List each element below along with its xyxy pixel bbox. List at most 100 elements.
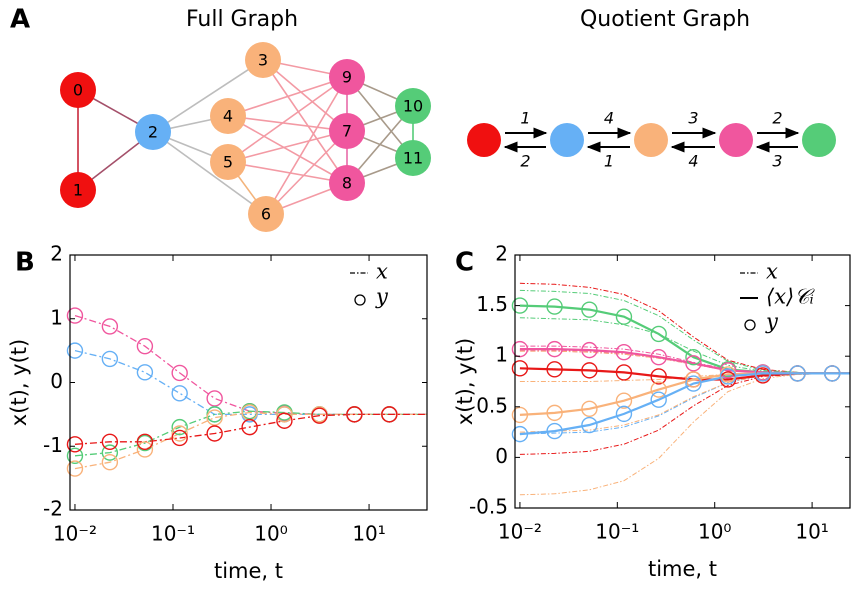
graph-node: [60, 172, 96, 208]
graph-edge: [152, 59, 264, 133]
marker: [136, 364, 154, 381]
marker: [66, 342, 84, 359]
marker: [615, 405, 633, 423]
graph-edge: [227, 76, 348, 117]
legend-label: y: [765, 310, 779, 334]
y-tick-label: -2: [43, 497, 63, 521]
marker: [546, 298, 563, 315]
marker: [824, 365, 841, 382]
marker: [511, 360, 529, 377]
node-line: [519, 372, 850, 496]
node-label: 4: [223, 107, 233, 126]
node-line: [519, 372, 850, 435]
y-tick-label: 1: [495, 343, 508, 367]
quotient-node: [550, 123, 584, 157]
legend-label: y: [375, 285, 389, 309]
series-line: [519, 372, 850, 436]
node-label: 11: [403, 149, 423, 168]
graph-edge: [227, 76, 348, 163]
series-line: [74, 410, 427, 457]
node-label: 8: [342, 174, 352, 193]
node-label: 3: [258, 51, 268, 70]
marker: [136, 433, 154, 450]
marker: [66, 447, 84, 465]
y-tick-label: 1: [50, 305, 63, 329]
marker: [511, 406, 529, 424]
edge-label: 3: [688, 109, 698, 128]
marker: [650, 349, 667, 366]
y-tick-label: -1: [43, 433, 63, 457]
graph-title: Full Graph: [186, 7, 298, 32]
plot-frame: [69, 254, 428, 511]
marker: [101, 433, 119, 450]
node-line: [519, 282, 850, 374]
marker: [171, 425, 188, 442]
graph-node: [329, 59, 365, 95]
marker: [546, 422, 563, 440]
marker: [511, 425, 529, 443]
marker: [685, 349, 702, 366]
marker: [615, 392, 633, 409]
marker: [171, 385, 188, 402]
quotient-node: [634, 123, 668, 157]
x-tick-label: 10⁻²: [498, 520, 542, 544]
marker: [101, 318, 119, 335]
marker: [581, 341, 598, 359]
marker: [66, 436, 84, 453]
marker: [581, 416, 598, 434]
panel-label: C: [455, 248, 474, 278]
marker: [615, 343, 633, 361]
marker: [136, 441, 154, 458]
graph-node: [329, 165, 365, 201]
node-line: [519, 372, 850, 433]
y-tick-label: 2: [495, 242, 508, 266]
marker: [615, 364, 633, 381]
edge-label: 4: [688, 152, 698, 171]
graph-node: [248, 196, 284, 232]
graph-node: [210, 98, 246, 134]
marker: [101, 350, 119, 368]
node-label: 5: [223, 153, 233, 172]
legend-label: x: [376, 260, 388, 284]
legend-label: ⟨x⟩𝒞ᵢ: [766, 285, 815, 309]
graph-node: [245, 42, 281, 78]
y-tick-label: 0.5: [476, 393, 508, 417]
graph-edge: [265, 130, 348, 215]
graph-edge: [227, 115, 348, 184]
marker: [346, 406, 363, 423]
marker: [650, 381, 667, 398]
node-label: 6: [261, 205, 271, 224]
plot-frame: [514, 254, 851, 509]
graph-edge: [265, 76, 348, 215]
marker: [66, 307, 84, 324]
marker: [206, 425, 223, 442]
x-tick-label: 10⁻¹: [595, 520, 639, 544]
y-axis-label: x(t), y(t): [453, 338, 477, 425]
node-label: 10: [403, 97, 423, 116]
graph-edge: [152, 131, 267, 215]
graph-node: [395, 88, 431, 124]
graph-edge: [227, 130, 348, 163]
panel-label: A: [10, 5, 30, 35]
marker: [311, 407, 328, 424]
y-tick-label: 0: [50, 369, 63, 393]
marker: [171, 364, 188, 382]
edge-label: 1: [604, 152, 614, 171]
marker: [581, 301, 598, 318]
edge-label: 2: [772, 109, 782, 128]
marker: [101, 453, 119, 471]
marker: [719, 368, 737, 385]
marker: [276, 406, 293, 423]
y-tick-label: -0.5: [469, 495, 508, 519]
legend-label: x: [766, 260, 778, 284]
graph-node: [329, 113, 365, 149]
edge-label: 3: [772, 152, 782, 171]
marker: [685, 371, 702, 388]
marker: [511, 297, 529, 314]
node-label: 9: [342, 68, 352, 87]
marker: [206, 390, 223, 407]
marker: [381, 406, 398, 423]
marker: [171, 429, 188, 447]
quotient-node: [802, 123, 836, 157]
graph-node: [135, 114, 171, 150]
